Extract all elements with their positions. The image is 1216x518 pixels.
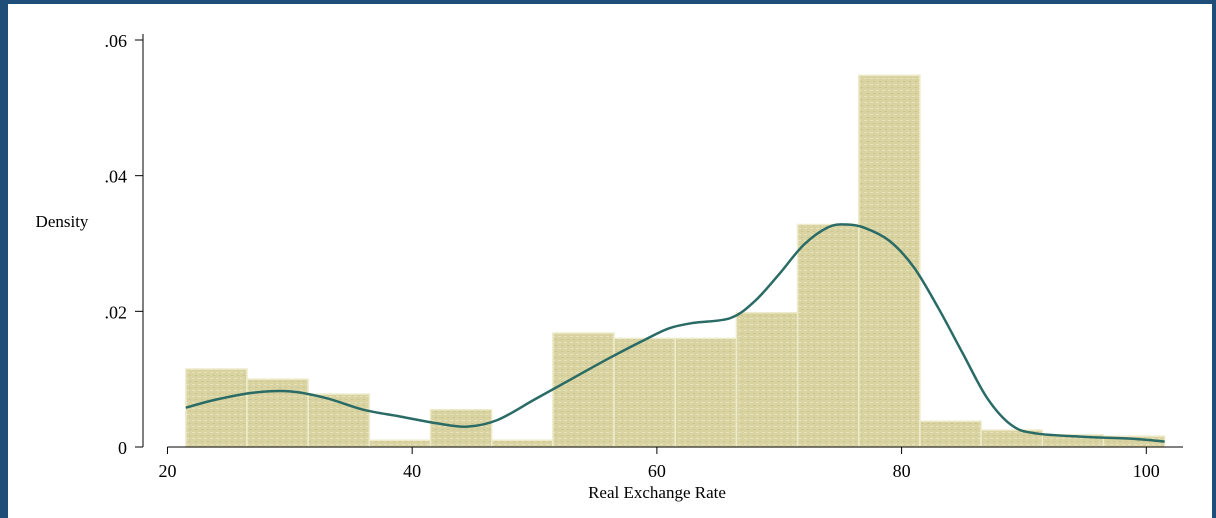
x-tick-label: 80 — [893, 461, 911, 481]
histogram-bar-4 — [368, 439, 432, 448]
x-axis-title: Real Exchange Rate — [588, 483, 726, 502]
x-tick-label: 20 — [158, 461, 176, 481]
histogram-bar-9 — [674, 337, 738, 448]
histogram-bar-11 — [796, 223, 860, 448]
histogram-bar-6 — [490, 439, 554, 448]
axes: 20 40 60 80 100 0 .02 .04 .06 — [105, 31, 1183, 481]
x-axis-ticks: 20 40 60 80 100 — [158, 447, 1160, 481]
histogram-bar-1 — [185, 368, 248, 448]
y-axis-ticks: 0 .02 .04 .06 — [105, 31, 143, 458]
histogram-bar-8 — [613, 337, 676, 448]
y-tick-label: .02 — [105, 302, 128, 322]
y-tick-label: .04 — [105, 167, 128, 187]
histogram-bars — [185, 74, 1166, 448]
y-tick-label: 0 — [118, 438, 127, 458]
histogram-bar-7 — [552, 332, 615, 448]
histogram-bar-13 — [919, 420, 982, 448]
histogram-bar-10 — [735, 311, 799, 448]
x-tick-label: 100 — [1133, 461, 1160, 481]
x-tick-label: 60 — [648, 461, 666, 481]
histogram-bar-5 — [429, 408, 493, 448]
x-tick-label: 40 — [403, 461, 421, 481]
kde-density-line — [185, 223, 1165, 443]
y-axis-title: Density — [36, 212, 89, 231]
y-tick-label: .06 — [105, 31, 128, 51]
histogram-bar-2 — [246, 378, 309, 448]
